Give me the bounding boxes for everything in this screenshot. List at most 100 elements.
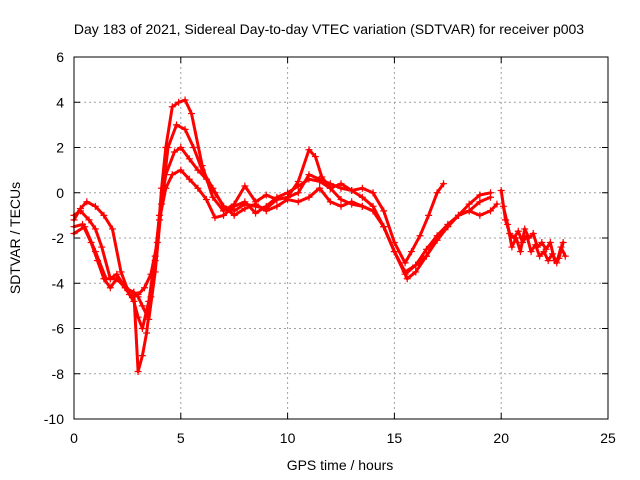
- data-point: [123, 286, 131, 294]
- data-point: [305, 175, 313, 183]
- data-point: [262, 202, 270, 210]
- data-point: [252, 200, 260, 208]
- data-point: [465, 207, 473, 215]
- data-point: [252, 209, 260, 217]
- data-point: [529, 229, 537, 237]
- y-tick-label: 4: [56, 94, 64, 110]
- x-tick-label: 15: [387, 430, 403, 446]
- data-point: [108, 225, 116, 233]
- data-point: [151, 257, 159, 265]
- data-point: [168, 103, 176, 111]
- y-tick-label: 0: [56, 185, 64, 201]
- x-tick-label: 10: [280, 430, 296, 446]
- data-point: [305, 193, 313, 201]
- data-point: [534, 243, 542, 251]
- data-point: [493, 200, 501, 208]
- data-point: [422, 252, 430, 260]
- data-point: [512, 234, 520, 242]
- data-point: [241, 205, 249, 213]
- data-point: [202, 196, 210, 204]
- data-point: [294, 182, 302, 190]
- x-tick-label: 25: [600, 430, 616, 446]
- series-line: [72, 146, 499, 330]
- data-point: [412, 261, 420, 269]
- y-tick-label: -8: [52, 366, 65, 382]
- data-point: [337, 202, 345, 210]
- data-point: [138, 302, 146, 310]
- data-point: [162, 171, 170, 179]
- data-point: [326, 198, 334, 206]
- data-point: [536, 252, 544, 260]
- data-point: [185, 175, 193, 183]
- data-point: [316, 184, 324, 192]
- data-point: [230, 211, 238, 219]
- data-point: [514, 227, 522, 235]
- axes: 0 5 10 15 20 25 -10 -8 -6 -4 -2 0 2 4 6: [44, 49, 616, 446]
- data-point: [134, 367, 142, 375]
- data-point: [516, 248, 524, 256]
- series-track-1: [70, 96, 448, 299]
- data-point: [326, 184, 334, 192]
- data-point: [117, 268, 125, 276]
- data-point: [209, 193, 217, 201]
- data-point: [294, 198, 302, 206]
- data-point: [181, 96, 189, 104]
- data-point: [106, 284, 114, 292]
- data-point: [499, 202, 507, 210]
- data-point: [542, 245, 550, 253]
- data-point: [194, 184, 202, 192]
- data-point: [100, 211, 108, 219]
- data-point: [544, 257, 552, 265]
- data-point: [87, 239, 95, 247]
- x-tick-label: 20: [493, 430, 509, 446]
- data-point: [134, 293, 142, 301]
- data-point: [401, 270, 409, 278]
- data-point: [273, 202, 281, 210]
- data-point: [138, 352, 146, 360]
- data-point: [294, 189, 302, 197]
- y-axis-label: SDTVAR / TECUs: [7, 182, 23, 294]
- data-point: [140, 284, 148, 292]
- chart-title: Day 183 of 2021, Sidereal Day-to-day VTE…: [74, 21, 584, 37]
- data-point: [83, 198, 91, 206]
- data-point: [143, 329, 151, 337]
- data-point: [403, 275, 411, 283]
- data-point: [487, 193, 495, 201]
- data-point: [369, 207, 377, 215]
- data-point: [91, 202, 99, 210]
- data-point: [130, 288, 138, 296]
- y-tick-label: -6: [52, 321, 65, 337]
- data-point: [546, 239, 554, 247]
- data-point: [273, 193, 281, 201]
- y-tick-label: -2: [52, 230, 65, 246]
- data-point: [91, 225, 99, 233]
- data-point: [401, 259, 409, 267]
- data-point: [555, 254, 563, 262]
- data-point: [202, 175, 210, 183]
- data-point: [454, 211, 462, 219]
- data-point: [185, 155, 193, 163]
- data-point: [100, 275, 108, 283]
- data-point: [284, 196, 292, 204]
- y-tick-label: -10: [44, 411, 64, 427]
- data-point: [168, 171, 176, 179]
- data-point: [380, 207, 388, 215]
- data-point: [155, 216, 163, 224]
- data-point: [559, 239, 567, 247]
- series-line: [72, 98, 445, 297]
- data-point: [504, 220, 512, 228]
- data-point: [175, 98, 183, 106]
- data-point: [190, 144, 198, 151]
- data-point: [230, 202, 238, 210]
- data-point: [425, 211, 433, 219]
- data-point: [211, 214, 219, 222]
- data-point: [433, 236, 441, 244]
- data-point: [358, 193, 366, 201]
- data-point: [412, 268, 420, 276]
- y-tick-label: 2: [56, 140, 64, 156]
- data-point: [487, 207, 495, 215]
- data-point: [465, 200, 473, 208]
- data-point: [220, 202, 228, 210]
- data-point: [348, 200, 356, 208]
